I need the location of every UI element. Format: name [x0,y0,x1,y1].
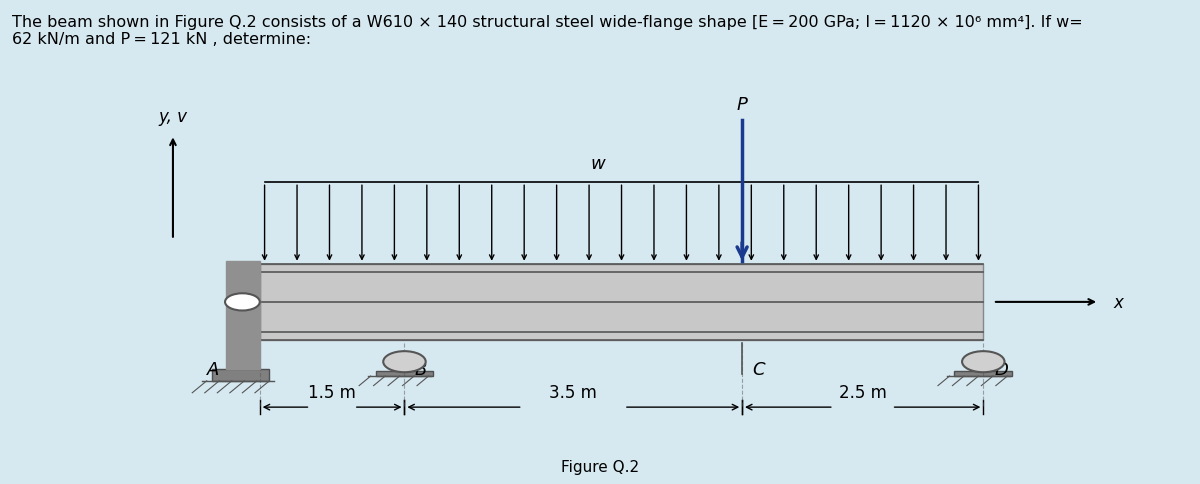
Text: The beam shown in Figure Q.2 consists of a W610 × 140 structural steel wide-flan: The beam shown in Figure Q.2 consists of… [12,15,1082,47]
Text: w: w [590,154,605,173]
Circle shape [226,294,259,311]
Polygon shape [226,262,259,369]
Bar [211,369,270,381]
Bar [954,372,1013,376]
Bar [259,264,983,340]
Text: x: x [1114,293,1123,311]
Text: C: C [751,360,764,378]
Text: 3.5 m: 3.5 m [550,384,598,402]
Bar [376,372,433,376]
Text: B: B [414,360,426,378]
Text: Figure Q.2: Figure Q.2 [560,459,640,474]
Circle shape [383,351,426,373]
Text: y, v: y, v [158,107,187,126]
Text: 2.5 m: 2.5 m [839,384,887,402]
Circle shape [962,351,1004,373]
Text: 1.5 m: 1.5 m [308,384,356,402]
Text: D: D [995,360,1009,378]
Text: P: P [737,96,748,114]
Text: A: A [206,360,220,378]
